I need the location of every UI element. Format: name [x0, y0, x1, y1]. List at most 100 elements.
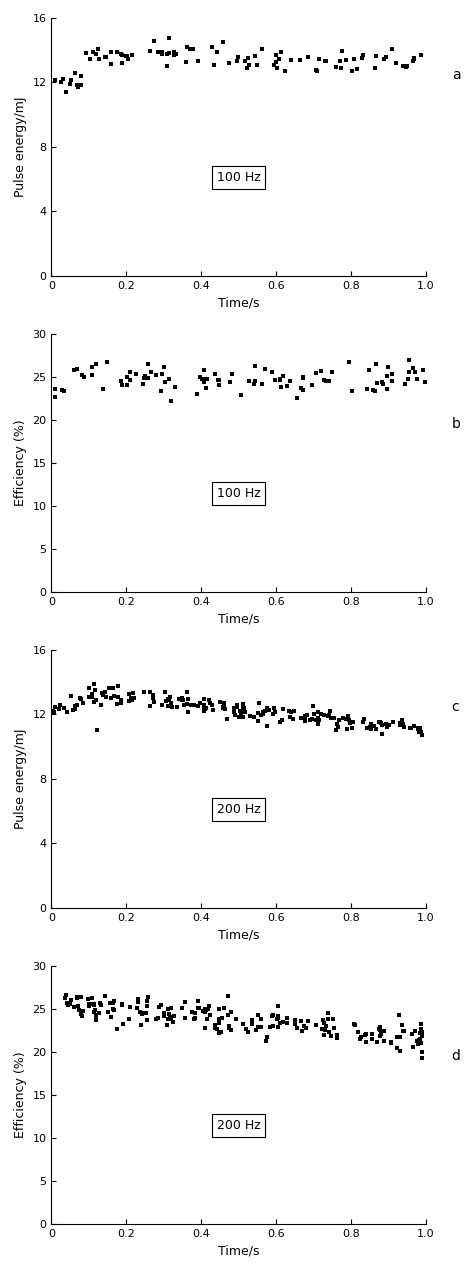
Point [175, 689, 183, 709]
Point [125, 1009, 133, 1030]
Point [166, 686, 173, 707]
Point [94, 38, 101, 58]
Point [273, 58, 281, 79]
Point [201, 1002, 209, 1022]
Point [385, 714, 393, 735]
Point [108, 53, 115, 74]
Point [367, 713, 375, 733]
Point [245, 55, 253, 75]
Point [74, 995, 82, 1016]
Point [165, 43, 173, 64]
Point [345, 707, 352, 727]
Point [315, 709, 322, 730]
Point [194, 990, 202, 1010]
Text: 200 Hz: 200 Hz [217, 803, 260, 816]
Point [215, 375, 223, 395]
Point [393, 1037, 401, 1057]
Point [155, 996, 162, 1017]
Point [327, 708, 334, 728]
Point [299, 367, 306, 388]
Point [346, 713, 354, 733]
Point [164, 689, 172, 709]
Point [99, 683, 106, 703]
Point [122, 46, 130, 66]
Point [277, 377, 284, 398]
Point [91, 994, 98, 1014]
Point [302, 1018, 310, 1038]
Point [92, 689, 100, 709]
Point [320, 1024, 328, 1045]
Point [209, 695, 216, 716]
Point [85, 677, 92, 698]
Point [171, 44, 178, 65]
Point [416, 718, 423, 738]
Point [407, 718, 415, 738]
Point [211, 1018, 219, 1038]
Point [263, 1027, 271, 1047]
Point [185, 689, 192, 709]
Point [276, 369, 284, 389]
Point [320, 704, 328, 724]
Y-axis label: Efficiency (%): Efficiency (%) [14, 419, 27, 506]
Point [191, 1008, 199, 1028]
Point [405, 362, 412, 383]
Point [167, 390, 175, 411]
Point [375, 1018, 383, 1038]
Point [113, 42, 120, 62]
Point [270, 55, 278, 75]
Point [237, 385, 245, 405]
Point [283, 1013, 291, 1033]
Point [171, 376, 179, 397]
Point [61, 988, 68, 1008]
Point [411, 362, 419, 383]
Point [181, 1008, 189, 1028]
Point [300, 1016, 308, 1036]
Point [164, 999, 172, 1019]
Point [279, 710, 286, 731]
Point [388, 371, 396, 391]
Point [401, 717, 408, 737]
Point [158, 364, 165, 384]
Point [107, 688, 114, 708]
Point [66, 74, 74, 94]
Point [417, 1014, 425, 1035]
Point [107, 1007, 115, 1027]
Point [248, 1009, 256, 1030]
Point [416, 1030, 423, 1050]
Point [51, 386, 59, 407]
Point [86, 48, 93, 69]
Point [77, 1004, 85, 1024]
Point [320, 370, 328, 390]
Point [233, 1009, 240, 1030]
Point [233, 51, 241, 71]
Point [213, 42, 221, 62]
Point [294, 388, 301, 408]
Point [301, 707, 309, 727]
Point [124, 375, 131, 395]
Point [246, 705, 254, 726]
Point [127, 370, 134, 390]
Point [221, 699, 228, 719]
Point [183, 37, 191, 57]
Point [237, 703, 245, 723]
Point [228, 1019, 235, 1040]
Point [158, 42, 165, 62]
Point [277, 42, 285, 62]
Point [239, 707, 247, 727]
Point [109, 677, 116, 698]
Point [73, 988, 81, 1008]
Point [102, 986, 109, 1007]
Point [374, 372, 381, 393]
Point [161, 681, 168, 702]
Point [403, 56, 411, 76]
Point [98, 995, 105, 1016]
Point [276, 712, 284, 732]
Point [320, 705, 328, 726]
Point [124, 48, 131, 69]
Point [108, 42, 115, 62]
Point [219, 698, 227, 718]
Point [269, 1005, 276, 1026]
Text: b: b [452, 417, 461, 431]
Point [200, 697, 208, 717]
Point [233, 697, 240, 717]
